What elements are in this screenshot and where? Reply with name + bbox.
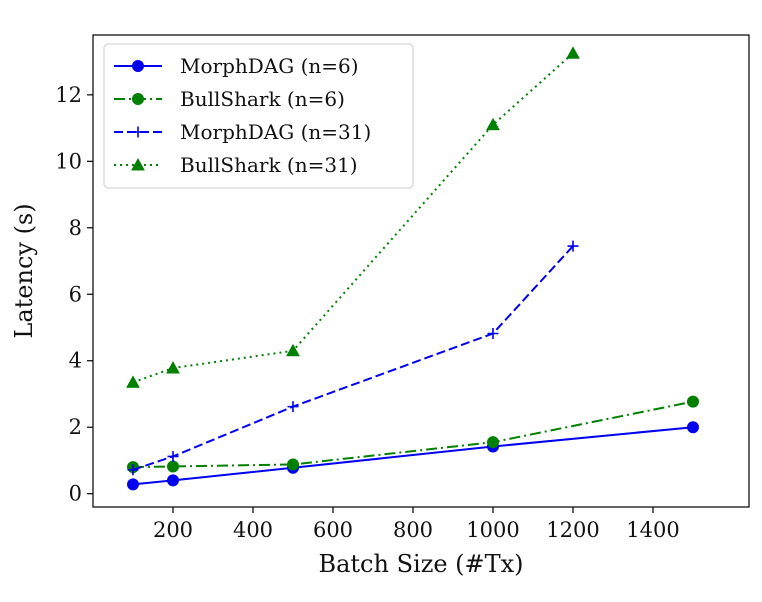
series-1-point <box>127 478 139 491</box>
series-2-point <box>287 458 299 471</box>
x-axis-label: Batch Size (#Tx) <box>318 550 523 578</box>
legend-entry: MorphDAG (n=6) <box>114 54 359 78</box>
series-3-point <box>167 450 179 462</box>
series-layer <box>126 46 699 491</box>
series-3-point <box>287 401 299 413</box>
x-tick-label: 600 <box>313 518 353 542</box>
series-3-point <box>567 240 579 252</box>
y-tick-label: 2 <box>69 415 82 439</box>
axes-layer: 200 400 600 800 1000 1200 1400 0 2 4 6 8 10 12 <box>55 34 750 542</box>
x-tick-label: 1200 <box>546 518 599 542</box>
legend-marker <box>132 93 144 105</box>
legend-box <box>103 43 414 189</box>
series-4-point <box>126 375 140 388</box>
legend-marker <box>132 126 144 138</box>
legend-entry: MorphDAG (n=31) <box>114 120 371 144</box>
y-tick-label: 10 <box>55 149 82 173</box>
series-2-point <box>487 436 499 449</box>
series-3 <box>127 240 579 476</box>
y-axis-label: Latency (s) <box>10 203 38 338</box>
series-1-point <box>167 474 179 487</box>
legend-label: MorphDAG (n=31) <box>180 120 371 144</box>
legend-marker <box>132 60 144 72</box>
y-tick-label: 4 <box>69 349 82 373</box>
x-tick-label: 800 <box>393 518 433 542</box>
x-tick-label: 200 <box>153 518 193 542</box>
y-tick-label: 12 <box>55 83 82 107</box>
series-1-point <box>687 421 699 434</box>
x-tick-label: 1400 <box>626 518 679 542</box>
x-tick-label: 1000 <box>466 518 519 542</box>
plot-frame <box>92 34 750 508</box>
legend-label: BullShark (n=6) <box>180 87 345 111</box>
series-4-point <box>486 117 500 131</box>
y-tick-label: 8 <box>69 216 82 240</box>
series-4-point <box>286 343 300 357</box>
legend-label: BullShark (n=31) <box>180 153 358 177</box>
legend-entry: BullShark (n=31) <box>114 153 358 177</box>
series-2-point <box>167 460 179 473</box>
legend-marker <box>131 157 145 171</box>
series-3-point <box>127 464 139 476</box>
series-3-point <box>487 327 499 339</box>
legend: MorphDAG (n=6) BullShark (n=6) MorphDAG (n… <box>103 43 414 189</box>
x-tick-label: 400 <box>233 518 273 542</box>
y-tick-label: 6 <box>69 282 82 306</box>
series-4-point <box>166 361 180 374</box>
legend-label: MorphDAG (n=6) <box>180 54 359 78</box>
series-2-line <box>132 400 694 469</box>
series-4-point <box>566 46 580 59</box>
series-2 <box>127 395 699 474</box>
series-2-point <box>687 395 699 408</box>
y-tick-label: 0 <box>69 482 82 506</box>
series-4 <box>126 46 580 388</box>
legend-entry: BullShark (n=6) <box>114 87 345 111</box>
